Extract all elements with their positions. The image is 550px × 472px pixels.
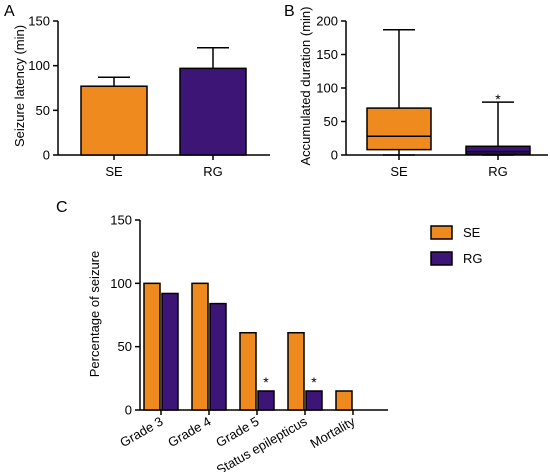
panel-b-y-tick-label: 200 bbox=[316, 14, 338, 29]
panel-letter-a: A bbox=[4, 3, 15, 20]
panel-b-y-axis-label: Accumulated duration (min) bbox=[298, 7, 313, 166]
panel-b-y-tick-label: 150 bbox=[316, 47, 338, 62]
panel-c-y-tick-label: 100 bbox=[110, 276, 132, 291]
panel-a-x-tick-label: SE bbox=[105, 164, 123, 179]
panel-a-bar-rg bbox=[179, 67, 247, 156]
panel-letter-c: C bbox=[56, 199, 68, 216]
panel-a-y-axis-label: Seizure latency (min) bbox=[12, 25, 27, 147]
panel-a: A 0 50 100 150 SE RG Seizure latency (min) bbox=[4, 3, 270, 179]
panel-c-bar-se bbox=[143, 282, 161, 411]
panel-b-box-rg bbox=[465, 145, 531, 156]
panel-c-bar-rg bbox=[209, 302, 227, 411]
panel-c-x-tick-label: Grade 4 bbox=[165, 414, 213, 450]
panel-a-plot: 0 50 100 150 SE RG bbox=[28, 14, 270, 179]
panel-c-bar-rg bbox=[161, 292, 179, 411]
panel-c-y-tick-label: 150 bbox=[110, 213, 132, 228]
legend-swatch-se bbox=[430, 225, 453, 240]
panel-a-bar-se bbox=[80, 85, 148, 156]
panel-c-bar-se bbox=[191, 282, 209, 411]
panel-b-plot: 0 50 100 150 200 SE RG * bbox=[316, 14, 548, 179]
panel-c-x-tick-label: Mortality bbox=[307, 413, 357, 451]
panel-b-y-tick-label: 0 bbox=[331, 148, 338, 163]
panel-a-y-tick-label: 100 bbox=[28, 58, 50, 73]
panel-b-x-tick-label: SE bbox=[390, 164, 408, 179]
panel-c-x-tick-label: Grade 3 bbox=[117, 414, 165, 450]
panel-c-bar-se bbox=[239, 331, 257, 411]
panel-b: B 0 50 100 150 200 SE RG * Accumulated duration… bbox=[284, 3, 548, 179]
panel-b-significance-star: * bbox=[495, 91, 501, 107]
panel-c-y-axis-label: Percentage of seizure bbox=[87, 251, 102, 377]
legend-label-rg: RG bbox=[463, 251, 483, 266]
panel-c-significance-star: * bbox=[263, 374, 269, 390]
legend-swatch-rg bbox=[430, 251, 453, 266]
panel-b-x-tick-label: RG bbox=[488, 164, 508, 179]
panel-c-bar-se bbox=[335, 390, 353, 411]
panel-c-y-tick-label: 0 bbox=[125, 403, 132, 418]
panel-letter-b: B bbox=[284, 3, 295, 20]
legend-label-se: SE bbox=[463, 225, 481, 240]
panel-c-bar-se bbox=[287, 331, 305, 411]
panel-b-y-tick-label: 100 bbox=[316, 81, 338, 96]
panel-c-legend: SE RG bbox=[430, 225, 483, 266]
panel-a-y-tick-label: 150 bbox=[28, 14, 50, 29]
panel-b-box-se bbox=[366, 107, 432, 151]
panel-a-y-tick-label: 0 bbox=[43, 148, 50, 163]
panel-a-x-tick-label: RG bbox=[203, 164, 223, 179]
panel-c-bar-rg bbox=[257, 390, 275, 411]
panel-c-significance-star: * bbox=[311, 374, 317, 390]
panel-a-y-tick-label: 50 bbox=[36, 103, 50, 118]
panel-c-bar-rg bbox=[305, 390, 323, 411]
panel-b-y-tick-label: 50 bbox=[324, 114, 338, 129]
panel-c-y-tick-label: 50 bbox=[118, 339, 132, 354]
